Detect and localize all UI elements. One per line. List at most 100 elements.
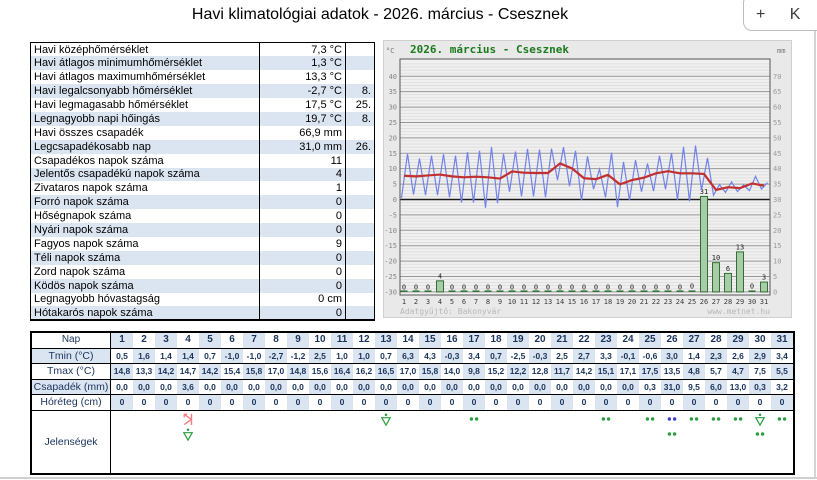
daily-cell-horeteg-27: 0 <box>683 395 705 410</box>
daily-cell-csapadek-6: 0,0 <box>221 379 243 394</box>
stats-row: Havi összes csapadék 66,9 mm <box>31 125 375 140</box>
phenomena-cell-16 <box>441 411 463 473</box>
daily-cell-nap-19: 19 <box>507 333 529 348</box>
x-axis-day-tick: 24 <box>676 298 684 306</box>
stat-label: Legcsapadékosabb nap <box>34 140 151 153</box>
daily-cell-horeteg-21: 0 <box>551 395 573 410</box>
stat-day <box>345 56 375 71</box>
daily-cell-nap-10: 10 <box>314 334 326 345</box>
precip-bar-label: 0 <box>450 283 454 291</box>
rain-icon <box>469 416 479 421</box>
y-axis-right-tick: 70 <box>773 73 781 81</box>
daily-cell-nap-30: 30 <box>754 334 766 345</box>
phenomena-cell-15 <box>419 411 441 473</box>
x-axis-day-tick: 14 <box>556 298 564 306</box>
phenomena-cell-28 <box>705 411 727 473</box>
precip-bar-label: 0 <box>654 283 658 291</box>
stat-value: -2,7 °C <box>259 84 346 99</box>
phenomena-cell-23 <box>595 411 617 473</box>
precip-bar-label: 0 <box>678 283 682 291</box>
daily-cell-horeteg-14: 0 <box>405 397 411 407</box>
daily-cell-horeteg-20: 0 <box>537 397 543 407</box>
y-axis-right-tick: 10 <box>773 258 781 266</box>
phenomena-cell-18 <box>485 411 507 473</box>
precip-bar-label: 0 <box>534 283 538 291</box>
stat-label: Havi legmagasabb hőmérséklet <box>34 99 189 111</box>
y-axis-right-tick: 35 <box>773 181 781 189</box>
x-axis-day-tick: 11 <box>520 298 528 306</box>
daily-cell-tmin-7: -1,0 <box>246 350 262 361</box>
daily-cell-tmax-12: 16,2 <box>355 366 373 376</box>
x-axis-day-tick: 29 <box>736 298 744 306</box>
x-axis-day-tick: 26 <box>700 298 708 306</box>
daily-cell-tmin-10: 2,5 <box>309 348 331 363</box>
corner-overlay-button[interactable]: + K <box>743 0 817 31</box>
stats-row: Jelentős csapadékú napok száma 4 <box>30 167 375 182</box>
daily-cell-tmax-21: 11,7 <box>551 364 573 379</box>
daily-cell-csapadek-22: 0,0 <box>573 379 595 394</box>
stats-row: Legcsapadékosabb nap 31,0 mm 26. <box>30 139 375 154</box>
stat-label: Jelentős csapadékú napok száma <box>34 168 200 181</box>
daily-cell-tmin-25: -0,6 <box>642 350 658 361</box>
phenomena-cell-19 <box>507 411 529 473</box>
precip-bar-label: 6 <box>726 265 730 273</box>
stat-value: 0 <box>259 209 346 224</box>
daily-cell-tmin-12: 1,0 <box>353 348 375 363</box>
y-axis-left-tick: -10 <box>384 227 397 235</box>
stat-value: 13,3 °C <box>259 70 346 85</box>
stat-value: 4 <box>259 167 346 182</box>
x-axis-day-tick: 19 <box>616 298 624 306</box>
daily-cell-horeteg-6: 0 <box>229 397 235 407</box>
stat-value: 0 <box>259 223 346 237</box>
y-axis-right-tick: 25 <box>773 211 781 219</box>
stat-label: Havi összes csapadék <box>34 126 144 139</box>
daily-cell-horeteg-4: 0 <box>185 397 191 407</box>
daily-cell-tmax-15: 15,8 <box>419 364 441 379</box>
precip-bar-day-30 <box>748 290 756 292</box>
x-axis-day-tick: 12 <box>532 298 540 306</box>
daily-row-label: Jelenségek <box>32 410 111 473</box>
precip-bar-day-15 <box>568 290 576 292</box>
stat-day <box>345 167 375 182</box>
daily-cell-tmin-8: -2,7 <box>265 348 287 363</box>
daily-cell-horeteg-9: 0 <box>287 395 309 410</box>
y-axis-right-tick: 0 <box>773 288 777 296</box>
stat-label: Havi átlagos minimumhőmérséklet <box>34 57 203 70</box>
precip-bar-label: 0 <box>750 282 754 290</box>
mean-temp-line <box>403 162 765 192</box>
phenomena-cell-26 <box>661 411 683 473</box>
phenomena-cell-4 <box>177 411 199 473</box>
precip-bar-day-26 <box>700 195 708 293</box>
precip-bar-label: 0 <box>582 283 586 291</box>
daily-cell-tmax-9: 14,8 <box>287 364 309 379</box>
stat-value: 1 <box>259 181 346 196</box>
phenomena-cell-25 <box>639 411 661 473</box>
daily-cell-tmax-24: 17,1 <box>619 366 637 376</box>
daily-cell-tmin-19: -2,5 <box>510 350 526 361</box>
precip-bar-day-7 <box>472 290 480 292</box>
daily-cell-nap-29: 29 <box>727 333 749 348</box>
stat-label: Forró napok száma <box>34 196 129 209</box>
stats-row: Hőségnapok száma 0 <box>31 209 375 224</box>
phenomena-cell-6 <box>221 411 243 473</box>
precip-bar-label: 0 <box>570 283 574 291</box>
stat-label: Zivataros napok száma <box>34 182 148 195</box>
daily-cell-csapadek-1: 0,0 <box>116 381 128 392</box>
y-axis-right-tick: 5 <box>773 273 777 281</box>
precip-bar-label: 0 <box>618 283 622 291</box>
daily-cell-csapadek-20: 0,0 <box>529 379 551 394</box>
precip-bar-day-5 <box>448 290 456 292</box>
rain-icon <box>777 416 787 421</box>
precip-bar-label: 0 <box>474 283 478 291</box>
daily-cell-tmax-30: 7,5 <box>754 366 766 376</box>
daily-row-tmin: Tmin (°C) 0,5 1,6 1,4 1,4 0,7 -1,0 -1,0 -2,7 -1,2… <box>32 347 793 363</box>
precip-bar-label: 10 <box>712 254 720 262</box>
daily-cell-nap-14: 14 <box>402 334 414 345</box>
daily-cell-csapadek-11: 0,0 <box>336 381 348 392</box>
daily-cell-tmin-29: 2,6 <box>732 350 744 361</box>
stat-day <box>345 292 375 307</box>
daily-cell-tmax-14: 17,0 <box>399 366 417 376</box>
daily-row-jelensegek: Jelenségek <box>32 409 793 473</box>
x-axis-day-tick: 8 <box>486 298 490 306</box>
daily-cell-horeteg-12: 0 <box>361 397 367 407</box>
